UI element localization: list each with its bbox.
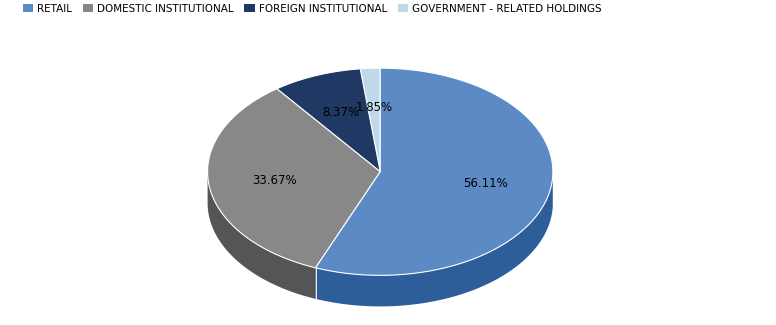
Polygon shape [277, 69, 380, 172]
Polygon shape [316, 175, 553, 306]
Polygon shape [208, 89, 380, 268]
Text: 8.37%: 8.37% [322, 106, 359, 119]
Text: 56.11%: 56.11% [463, 177, 508, 190]
Polygon shape [360, 68, 380, 172]
Polygon shape [208, 173, 316, 299]
Text: 33.67%: 33.67% [251, 174, 296, 187]
Text: 1.85%: 1.85% [355, 101, 393, 114]
Polygon shape [316, 68, 553, 275]
Legend: RETAIL, DOMESTIC INSTITUTIONAL, FOREIGN INSTITUTIONAL, GOVERNMENT - RELATED HOLD: RETAIL, DOMESTIC INSTITUTIONAL, FOREIGN … [21, 2, 604, 16]
